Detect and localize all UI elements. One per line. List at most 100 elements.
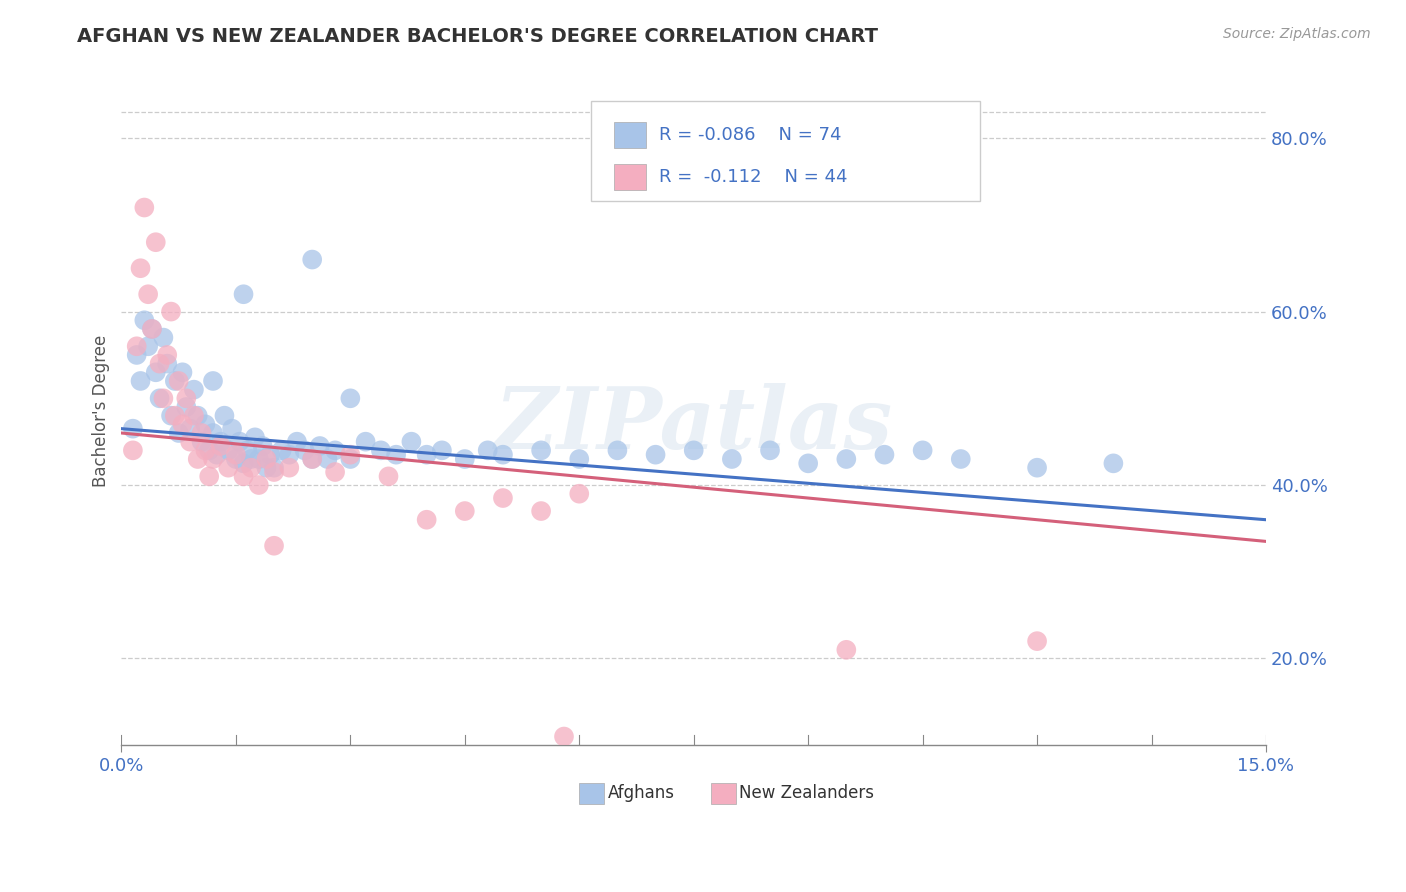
- Point: [721, 452, 744, 467]
- FancyBboxPatch shape: [613, 122, 645, 147]
- Text: R =  -0.112    N = 44: R = -0.112 N = 44: [659, 168, 848, 186]
- Point: [454, 504, 477, 518]
- Point: [152, 392, 174, 406]
- Point: [205, 448, 228, 462]
- Text: New Zealanders: New Zealanders: [740, 784, 875, 802]
- Point: [129, 261, 152, 276]
- Point: [949, 452, 972, 467]
- FancyBboxPatch shape: [711, 782, 737, 804]
- Point: [136, 287, 159, 301]
- Point: [179, 434, 201, 449]
- Point: [911, 443, 934, 458]
- Point: [194, 417, 217, 432]
- Point: [232, 456, 254, 470]
- Point: [190, 425, 212, 440]
- Point: [294, 443, 316, 458]
- Point: [122, 443, 145, 458]
- Text: AFGHAN VS NEW ZEALANDER BACHELOR'S DEGREE CORRELATION CHART: AFGHAN VS NEW ZEALANDER BACHELOR'S DEGRE…: [77, 27, 879, 45]
- Point: [136, 339, 159, 353]
- Point: [160, 409, 183, 423]
- Point: [187, 409, 209, 423]
- Point: [221, 422, 243, 436]
- Point: [217, 443, 239, 458]
- Point: [179, 422, 201, 436]
- Point: [270, 443, 292, 458]
- Point: [176, 392, 198, 406]
- Point: [201, 425, 224, 440]
- Text: ZIPatlas: ZIPatlas: [495, 383, 893, 467]
- Point: [301, 452, 323, 467]
- Point: [240, 452, 263, 467]
- Point: [145, 235, 167, 250]
- Point: [160, 304, 183, 318]
- Point: [198, 469, 221, 483]
- Text: Afghans: Afghans: [607, 784, 675, 802]
- Point: [263, 460, 285, 475]
- Point: [301, 452, 323, 467]
- Point: [149, 357, 172, 371]
- Point: [873, 448, 896, 462]
- Point: [134, 201, 156, 215]
- Point: [530, 504, 553, 518]
- Point: [339, 392, 361, 406]
- Point: [316, 452, 339, 467]
- Point: [129, 374, 152, 388]
- Point: [1026, 460, 1049, 475]
- Point: [759, 443, 782, 458]
- Point: [217, 460, 239, 475]
- Point: [339, 452, 361, 467]
- Point: [377, 469, 399, 483]
- Point: [553, 730, 575, 744]
- Point: [644, 448, 666, 462]
- Point: [568, 452, 591, 467]
- Text: R = -0.086    N = 74: R = -0.086 N = 74: [659, 126, 842, 144]
- Point: [214, 409, 236, 423]
- Point: [125, 339, 148, 353]
- Point: [149, 392, 172, 406]
- Point: [176, 400, 198, 414]
- Point: [278, 460, 301, 475]
- Point: [232, 287, 254, 301]
- Point: [243, 430, 266, 444]
- Point: [401, 434, 423, 449]
- Point: [323, 443, 346, 458]
- Point: [134, 313, 156, 327]
- Point: [568, 486, 591, 500]
- Point: [415, 448, 437, 462]
- Point: [263, 539, 285, 553]
- FancyBboxPatch shape: [591, 101, 980, 201]
- Point: [285, 434, 308, 449]
- Point: [172, 365, 194, 379]
- Point: [606, 443, 628, 458]
- Point: [152, 330, 174, 344]
- Y-axis label: Bachelor's Degree: Bachelor's Degree: [93, 335, 110, 487]
- Point: [247, 478, 270, 492]
- Point: [385, 448, 408, 462]
- Point: [141, 322, 163, 336]
- Point: [530, 443, 553, 458]
- Point: [167, 374, 190, 388]
- Point: [254, 452, 277, 467]
- Point: [240, 460, 263, 475]
- FancyBboxPatch shape: [579, 782, 605, 804]
- Point: [1026, 634, 1049, 648]
- Point: [156, 357, 179, 371]
- FancyBboxPatch shape: [613, 164, 645, 190]
- Point: [141, 322, 163, 336]
- Point: [163, 409, 186, 423]
- Point: [430, 443, 453, 458]
- Point: [201, 374, 224, 388]
- Point: [232, 469, 254, 483]
- Point: [225, 448, 247, 462]
- Point: [187, 452, 209, 467]
- Point: [194, 443, 217, 458]
- Point: [183, 383, 205, 397]
- Point: [797, 456, 820, 470]
- Point: [252, 439, 274, 453]
- Point: [167, 425, 190, 440]
- Point: [370, 443, 392, 458]
- Point: [492, 448, 515, 462]
- Point: [454, 452, 477, 467]
- Point: [278, 448, 301, 462]
- Point: [254, 460, 277, 475]
